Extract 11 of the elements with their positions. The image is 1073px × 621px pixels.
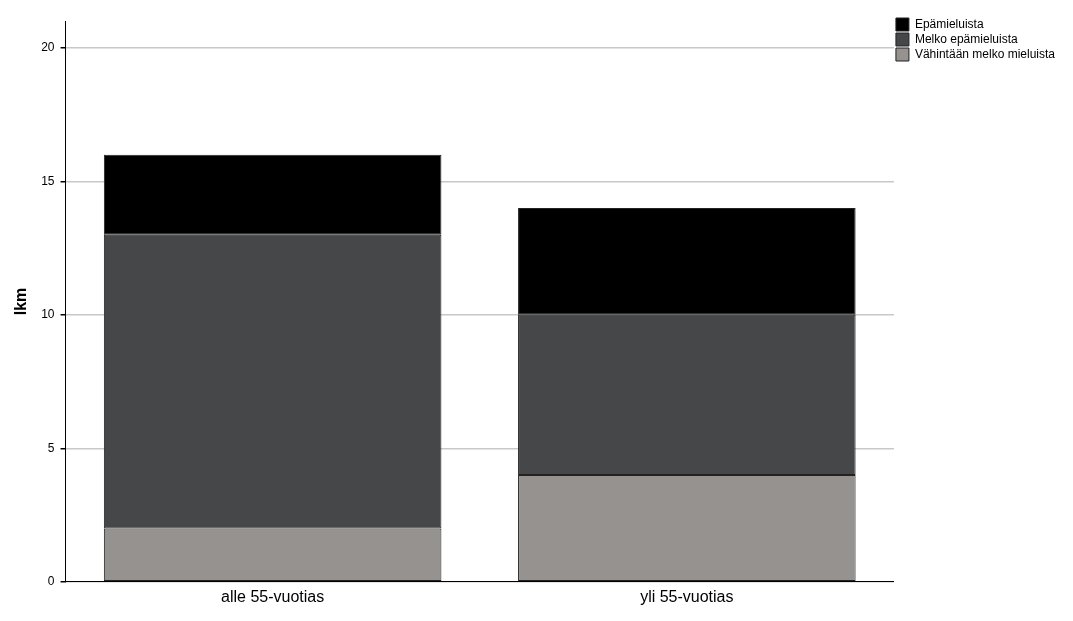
y-tick-label: 0 (47, 574, 55, 589)
y-axis-title: lkm (12, 287, 30, 316)
y-tick-label: 20 (41, 40, 55, 55)
legend-label: Melko epämieluista (914, 31, 1018, 46)
x-tick-label: alle 55-vuotias (221, 587, 325, 605)
y-tick-label: 5 (47, 440, 55, 455)
legend-label: Vähintään melko mieluista (914, 46, 1056, 61)
y-tick-label: 15 (41, 173, 55, 188)
y-tick-label: 10 (41, 307, 55, 322)
legend-label: Epämieluista (914, 16, 984, 31)
x-tick-label: yli 55-vuotias (640, 587, 734, 605)
